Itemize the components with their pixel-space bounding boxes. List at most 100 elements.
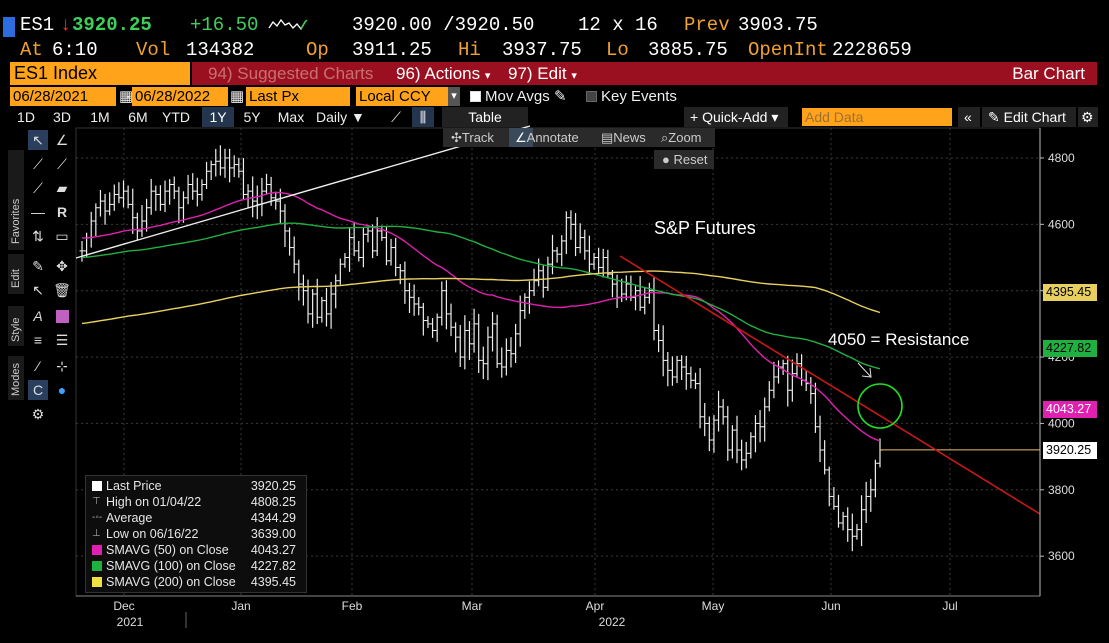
suggested-charts-menu[interactable]: 94) Suggested Charts xyxy=(208,64,374,83)
select-icon[interactable]: ↖ xyxy=(32,282,44,298)
net-change: +16.50 xyxy=(190,14,259,36)
legend-swatch xyxy=(92,545,102,555)
currency-selector[interactable]: Local CCY xyxy=(356,87,456,106)
trash-icon[interactable]: 🗑 xyxy=(53,282,71,298)
bar-chart-icon[interactable]: ⫼ xyxy=(412,107,434,127)
arrow-head xyxy=(861,367,872,378)
high-price: 3937.75 xyxy=(502,39,582,61)
magnet-icon[interactable]: ⊹ xyxy=(56,358,68,374)
crosshair-icon[interactable]: ⁄ xyxy=(36,358,40,374)
text-tool-icon[interactable]: R xyxy=(56,204,68,220)
time-label: At xyxy=(20,39,43,61)
mode-c-icon[interactable]: C xyxy=(28,380,48,400)
legend-row: -◦- Average 4344.29 xyxy=(92,510,302,526)
period-ytd[interactable]: YTD xyxy=(162,109,190,125)
legend-label: Low on 06/16/22 xyxy=(106,527,199,541)
track-button[interactable]: ✣ Track xyxy=(451,130,494,145)
high-marker-icon: ⊤ xyxy=(92,496,101,507)
palette-tab-edit[interactable]: Edit xyxy=(8,254,24,294)
field-selector[interactable]: Last Px xyxy=(246,87,350,106)
period-5y[interactable]: 5Y xyxy=(243,109,261,125)
channel-icon[interactable]: ▰ xyxy=(56,180,68,196)
ray-icon[interactable]: ⟋ xyxy=(57,156,67,172)
draw-line-icon[interactable]: ∠ xyxy=(55,132,69,148)
color-swatch-icon[interactable] xyxy=(52,306,72,326)
reset-label: Reset xyxy=(673,152,708,167)
zoom-button[interactable]: ⌕ Zoom xyxy=(661,130,702,145)
edit-menu[interactable]: 97) Edit ▾ xyxy=(508,62,577,85)
pointer-icon[interactable]: ↖ xyxy=(28,130,48,150)
pencil-icon[interactable]: ✎ xyxy=(32,258,44,274)
annotate-button[interactable]: ∠ Annotate xyxy=(509,128,579,147)
calendar-icon[interactable]: ▦ xyxy=(119,88,134,105)
palette-tab-modes[interactable]: Modes xyxy=(8,356,24,400)
downtrend-line xyxy=(619,255,1041,515)
x-tick-label: Jul xyxy=(942,599,957,613)
high-label: Hi xyxy=(458,39,481,61)
low-label: Lo xyxy=(606,39,629,61)
line-style-icon[interactable]: ☰ xyxy=(55,332,69,348)
edit-chart-button[interactable]: ✎ Edit Chart xyxy=(982,107,1076,127)
horizontal-line-icon[interactable]: — xyxy=(31,204,45,220)
settings-gear-icon[interactable]: ⚙ xyxy=(31,406,45,422)
table-button[interactable]: Table xyxy=(442,107,528,127)
font-icon[interactable]: A xyxy=(33,308,43,324)
prev-close: 3903.75 xyxy=(738,14,818,36)
segment-icon[interactable]: ⟋ xyxy=(33,180,43,196)
news-button[interactable]: ▤ News xyxy=(601,130,646,145)
end-date-field[interactable]: 06/28/2022 xyxy=(132,87,228,106)
uptrend-line xyxy=(75,125,531,259)
quick-add-button[interactable]: + Quick-Add ▾ xyxy=(684,107,788,127)
calendar-icon[interactable]: ▦ xyxy=(230,88,245,105)
price-bars xyxy=(79,145,883,552)
quick-add-label: + Quick-Add xyxy=(690,109,768,125)
move-icon[interactable]: ✥ xyxy=(56,258,68,274)
palette-colors-icon[interactable]: ● xyxy=(57,382,67,398)
mov-avgs-toggle[interactable]: Mov Avgs ✎ xyxy=(470,87,567,106)
quote-time: 6:10 xyxy=(52,39,98,61)
legend-swatch xyxy=(92,481,102,491)
line-chart-icon[interactable]: ⟋ xyxy=(391,109,401,125)
frequency-selector[interactable]: Daily ▼ xyxy=(316,109,365,125)
period-3d[interactable]: 3D xyxy=(53,109,71,125)
legend-value: 4043.27 xyxy=(250,543,296,557)
palette-tab-style[interactable]: Style xyxy=(8,306,24,346)
x-tick-label: Mar xyxy=(462,599,483,613)
reset-button[interactable]: ● Reset xyxy=(654,150,714,169)
collapse-icon[interactable]: « xyxy=(958,107,980,127)
key-events-toggle[interactable]: Key Events xyxy=(586,87,677,106)
legend-label: High on 01/04/22 xyxy=(106,495,202,509)
trendline-icon[interactable]: ⟋ xyxy=(33,156,43,172)
period-1m[interactable]: 1M xyxy=(90,109,110,125)
palette-tab-favorites[interactable]: Favorites xyxy=(8,150,24,250)
tool-palette: Favorites Edit Style Modes ↖ ∠ ⟋ ⟋ ⟋ ▰ —… xyxy=(8,128,74,428)
legend-label: SMAVG (200) on Close xyxy=(106,575,236,589)
rectangle-icon[interactable]: ▭ xyxy=(55,228,69,244)
legend-value: 3920.25 xyxy=(250,479,296,493)
prev-label: Prev xyxy=(684,14,730,36)
average-marker-icon: -◦- xyxy=(92,512,103,523)
open-label: Op xyxy=(306,39,329,61)
period-1d[interactable]: 1D xyxy=(17,109,35,125)
actions-menu[interactable]: 96) Actions ▾ xyxy=(396,62,490,85)
fibonacci-icon[interactable]: ⇅ xyxy=(32,228,44,244)
price-badge: 4227.82 xyxy=(1043,339,1097,357)
start-date-field[interactable]: 06/28/2021 xyxy=(10,87,116,106)
checkbox-checked-icon xyxy=(470,91,481,102)
security-field[interactable]: ES1 Index xyxy=(10,62,190,85)
date-range-bar: 06/28/2021 ▦ - 06/28/2022 ▦ Last Px Loca… xyxy=(10,87,1100,106)
add-data-input[interactable]: Add Data xyxy=(802,108,952,126)
gear-icon[interactable]: ⚙ xyxy=(1078,107,1098,127)
price-badge: 4043.27 xyxy=(1043,401,1097,419)
y-tick-label: 4800 xyxy=(1048,151,1075,165)
x-tick-label: Jun xyxy=(821,599,840,613)
line-weight-icon[interactable]: ≡ xyxy=(33,332,43,348)
period-6m[interactable]: 6M xyxy=(128,109,148,125)
resistance-circle xyxy=(857,383,903,429)
period-1y[interactable]: 1Y xyxy=(202,107,234,127)
currency-dropdown-icon[interactable]: ▾ xyxy=(448,87,460,106)
period-max[interactable]: Max xyxy=(277,109,305,125)
checkbox-icon xyxy=(586,91,597,102)
sma200-line xyxy=(81,270,881,325)
volume: 134382 xyxy=(186,39,255,61)
